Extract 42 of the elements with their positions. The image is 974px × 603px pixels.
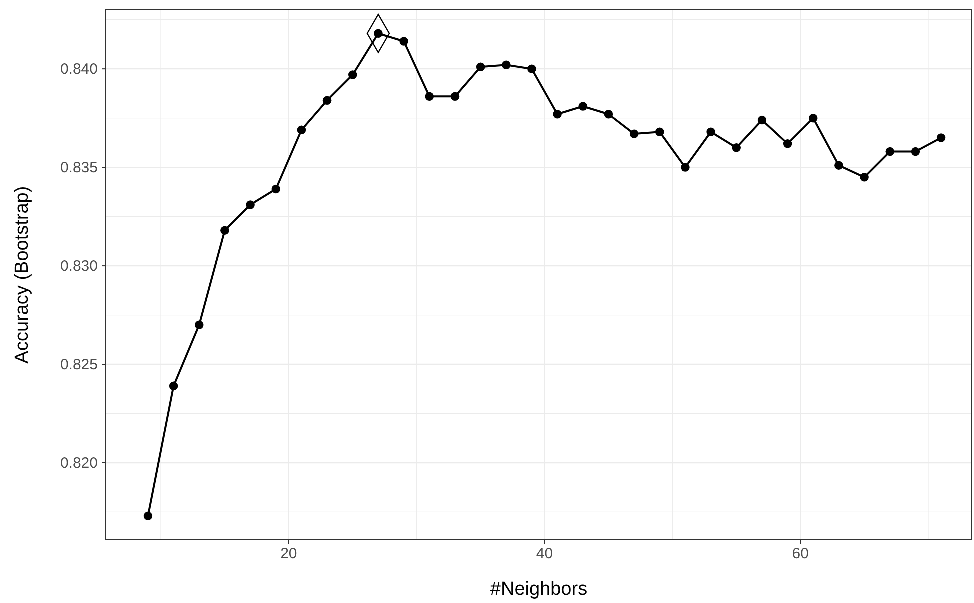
point bbox=[425, 92, 434, 102]
point bbox=[322, 96, 332, 105]
point bbox=[400, 37, 408, 46]
point bbox=[272, 184, 280, 194]
point bbox=[169, 382, 178, 391]
x-tick-label: 60 bbox=[792, 546, 809, 563]
x-tick-label: 20 bbox=[280, 546, 298, 563]
point bbox=[553, 110, 562, 119]
point bbox=[195, 320, 204, 330]
point bbox=[809, 114, 818, 123]
point bbox=[911, 147, 920, 156]
point bbox=[681, 163, 690, 172]
point bbox=[732, 144, 741, 152]
point bbox=[783, 140, 792, 148]
point bbox=[834, 161, 844, 170]
point bbox=[374, 29, 383, 38]
point bbox=[220, 226, 230, 235]
point bbox=[886, 147, 895, 156]
point bbox=[528, 64, 536, 74]
x-tick-label: 40 bbox=[536, 546, 554, 563]
point bbox=[630, 130, 639, 138]
point bbox=[502, 60, 511, 70]
x-axis-title: #Neighbors bbox=[490, 579, 588, 600]
y-tick-label: 0.820 bbox=[60, 454, 98, 472]
point bbox=[144, 512, 153, 521]
point bbox=[297, 126, 306, 135]
y-tick-label: 0.835 bbox=[60, 159, 98, 176]
y-tick-label: 0.830 bbox=[60, 258, 98, 275]
point bbox=[936, 134, 946, 142]
point bbox=[578, 102, 588, 111]
point bbox=[604, 110, 614, 119]
point bbox=[450, 92, 460, 102]
point bbox=[860, 173, 869, 182]
point bbox=[706, 128, 716, 136]
point bbox=[758, 116, 767, 125]
y-tick-label: 0.840 bbox=[60, 60, 98, 78]
y-tick-label: 0.825 bbox=[60, 356, 98, 374]
point bbox=[656, 128, 664, 136]
y-axis-title: Accuracy (Bootstrap) bbox=[12, 186, 33, 364]
point bbox=[348, 70, 358, 80]
point bbox=[246, 200, 255, 210]
point bbox=[476, 62, 486, 72]
